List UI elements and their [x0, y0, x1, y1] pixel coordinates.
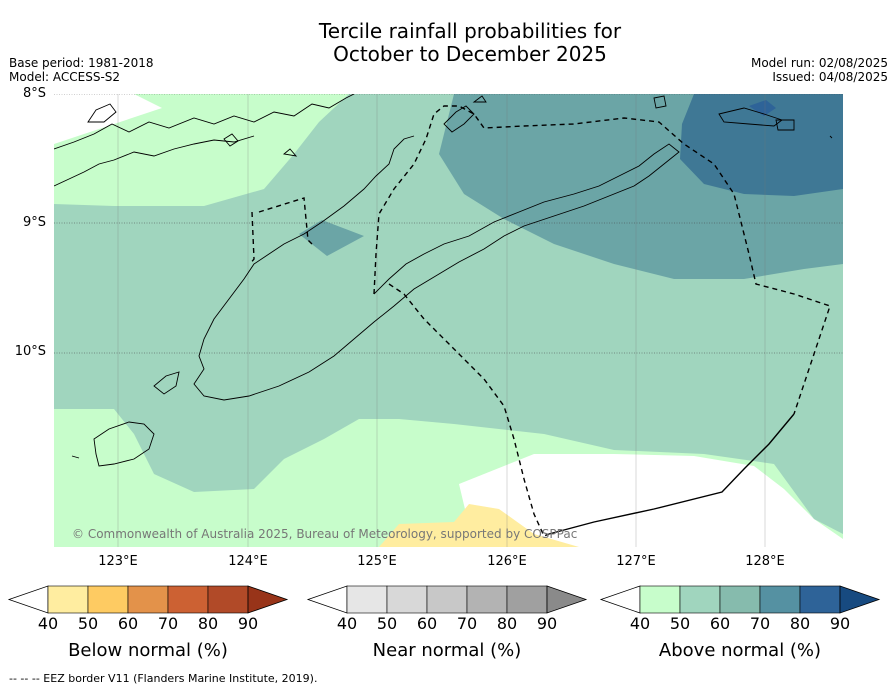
- tick: 40: [37, 614, 59, 633]
- colorbar-segment: [466, 585, 508, 614]
- colorbar-near-normal: [306, 585, 588, 614]
- eez-border-south: [548, 413, 795, 535]
- tick: 40: [629, 614, 651, 633]
- tick: 50: [77, 614, 99, 633]
- tick: 80: [496, 614, 518, 633]
- lat-label-10s: 10°S: [14, 344, 46, 359]
- meta-right: Model run: 02/08/2025 Issued: 04/08/2025: [751, 56, 888, 84]
- colorbar-above-normal: [599, 585, 881, 614]
- tick: 90: [237, 614, 259, 633]
- tick: 90: [536, 614, 558, 633]
- colorbar-near-label: Near normal (%): [372, 640, 522, 661]
- colorbars: [7, 585, 881, 614]
- tick: 70: [157, 614, 179, 633]
- colorbar-extend-high: [546, 585, 588, 614]
- colorbar-segment: [127, 585, 169, 614]
- map-zone-above-70-patch: [299, 220, 364, 256]
- title-line-1: Tercile rainfall probabilities for: [318, 19, 622, 43]
- tick: 50: [376, 614, 398, 633]
- colorbar-segment: [207, 585, 249, 614]
- coastlines: [54, 94, 833, 467]
- map-zone-below-40-south: [459, 454, 843, 547]
- colorbar-below-normal: [7, 585, 289, 614]
- model-run: Model run: 02/08/2025: [750, 56, 888, 70]
- colorbar-extend-low: [306, 585, 348, 614]
- base-period: Base period: 1981-2018: [9, 56, 154, 70]
- map-zone-below-50: [379, 504, 579, 547]
- colorbar-extend-low: [599, 585, 641, 614]
- colorbar-segment: [47, 585, 89, 614]
- map-zone-above-80: [680, 94, 843, 196]
- lon-label-123e: 123°E: [98, 554, 138, 569]
- tick: 80: [789, 614, 811, 633]
- tick: 70: [456, 614, 478, 633]
- rainfall-map: [54, 94, 843, 547]
- tick: 60: [709, 614, 731, 633]
- colorbar-segment: [87, 585, 129, 614]
- colorbar-segment: [167, 585, 209, 614]
- model-name: Model: ACCESS-S2: [9, 70, 121, 84]
- tick: 70: [749, 614, 771, 633]
- colorbar-extend-low: [7, 585, 49, 614]
- lon-label-128e: 128°E: [745, 554, 785, 569]
- colorbar-segment: [759, 585, 801, 614]
- tick: 80: [197, 614, 219, 633]
- map-copyright: © Commonwealth of Australia 2025, Bureau…: [72, 527, 578, 541]
- colorbar-segment: [386, 585, 428, 614]
- colorbar-below-label: Below normal (%): [68, 640, 228, 661]
- issued-date: Issued: 04/08/2025: [772, 70, 888, 84]
- colorbar-segment: [639, 585, 681, 614]
- lon-label-126e: 126°E: [487, 554, 527, 569]
- eez-legend: -- -- -- EEZ border V11 (Flanders Marine…: [9, 672, 318, 685]
- colorbar-segment: [506, 585, 548, 614]
- title-line-2: October to December 2025: [333, 42, 607, 66]
- eez-border: [249, 105, 831, 537]
- lon-label-125e: 125°E: [357, 554, 397, 569]
- lon-label-124e: 124°E: [228, 554, 268, 569]
- chart-title: Tercile rainfall probabilities for Octob…: [0, 20, 896, 66]
- lat-gridlines: [54, 94, 843, 354]
- lat-label-8s: 8°S: [22, 86, 46, 101]
- colorbar-segment: [426, 585, 468, 614]
- colorbar-segment: [799, 585, 841, 614]
- colorbar-segment: [679, 585, 721, 614]
- lat-label-9s: 9°S: [22, 215, 46, 230]
- tick: 60: [117, 614, 139, 633]
- lon-gridlines: [117, 94, 766, 547]
- tick: 50: [669, 614, 691, 633]
- colorbar-above-label: Above normal (%): [658, 640, 822, 661]
- map-zone-above-90: [749, 100, 776, 116]
- lon-label-127e: 127°E: [616, 554, 656, 569]
- colorbar-extend-high: [247, 585, 289, 614]
- tick: 40: [336, 614, 358, 633]
- colorbar-segment: [719, 585, 761, 614]
- colorbar-extend-high: [839, 585, 881, 614]
- tick: 90: [829, 614, 851, 633]
- tick: 60: [416, 614, 438, 633]
- colorbar-segment: [346, 585, 388, 614]
- meta-left: Base period: 1981-2018 Model: ACCESS-S2: [9, 56, 154, 84]
